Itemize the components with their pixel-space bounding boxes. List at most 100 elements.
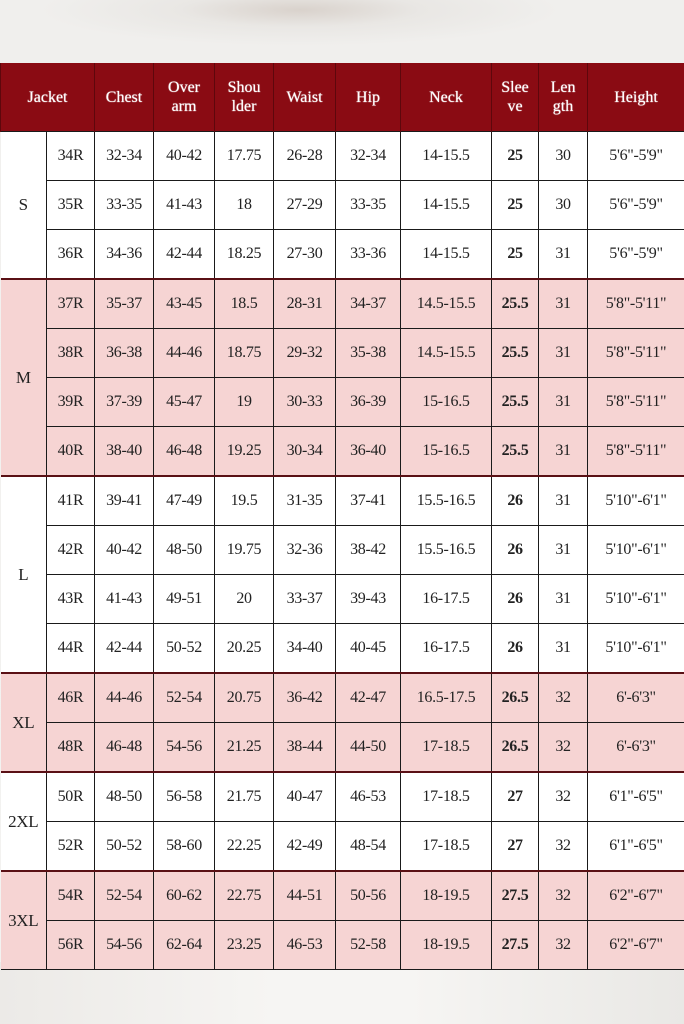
cell-waist: 40-47: [273, 771, 337, 822]
cell-waist: 30-33: [273, 377, 337, 427]
cell-length: 30: [538, 180, 589, 230]
cell-shoulder: 19.25: [214, 426, 275, 477]
table-row: 42R 40-42 48-50 19.75 32-36 38-42 15.5-16.5 26 3…: [1, 525, 684, 575]
column-header-shoulder: Shou lder: [214, 63, 275, 132]
table-row: XL 46R 44-46 52-54 20.75 36-42 42-47 16.5-17.5 2…: [0, 672, 684, 773]
cell-sleeve: 26.5: [491, 722, 540, 773]
cell-shoulder: 18: [214, 180, 275, 230]
cell-hip: 35-38: [335, 328, 402, 378]
cell-over-arm: 62-64: [153, 920, 216, 970]
cell-chest: 35-37: [94, 278, 155, 329]
column-header-sleeve: Slee ve: [491, 63, 540, 132]
cell-over-arm: 42-44: [153, 229, 216, 280]
cell-waist: 46-53: [273, 920, 337, 970]
jacket-size-cell: 34R: [45, 131, 96, 181]
background-photo-bottom: [0, 962, 684, 1024]
cell-sleeve: 26: [491, 475, 540, 526]
cell-over-arm: 49-51: [153, 574, 216, 624]
cell-waist: 27-29: [273, 180, 337, 230]
cell-length: 31: [538, 328, 589, 378]
table-row: 44R 42-44 50-52 20.25 34-40 40-45 16-17.5 26 31 5…: [1, 623, 684, 674]
cell-neck: 16-17.5: [400, 574, 493, 624]
cell-chest: 48-50: [94, 771, 155, 822]
table-row: 40R 38-40 46-48 19.25 30-34 36-40 15-16.5 25.5 3…: [1, 426, 684, 477]
cell-neck: 14-15.5: [400, 131, 493, 181]
cell-shoulder: 23.25: [214, 920, 275, 970]
table-row: 39R 37-39 45-47 19 30-33 36-39 15-16.5 25.5 31 5'…: [1, 377, 684, 427]
jacket-size-cell: 37R: [45, 278, 96, 329]
table-row: 56R 54-56 62-64 23.25 46-53 52-58 18-19.5 27.5 3…: [1, 920, 684, 970]
cell-over-arm: 40-42: [153, 131, 216, 181]
cell-chest: 34-36: [94, 229, 155, 280]
cell-waist: 33-37: [273, 574, 337, 624]
cell-height: 5'6"-5'9": [587, 131, 684, 181]
table-row: 43R 41-43 49-51 20 33-37 39-43 16-17.5 26 31 5'10…: [1, 574, 684, 624]
cell-waist: 32-36: [273, 525, 337, 575]
cell-length: 32: [538, 870, 589, 921]
cell-waist: 42-49: [273, 821, 337, 872]
size-group-label: S: [0, 131, 47, 280]
cell-over-arm: 58-60: [153, 821, 216, 872]
cell-sleeve: 25.5: [491, 278, 540, 329]
cell-shoulder: 18.25: [214, 229, 275, 280]
cell-chest: 33-35: [94, 180, 155, 230]
jacket-size-cell: 42R: [45, 525, 96, 575]
cell-height: 5'10"-6'1": [587, 475, 684, 526]
table-row: L 41R 39-41 47-49 19.5 31-35 37-41 15.5-16.5 26 3…: [0, 475, 684, 674]
cell-length: 32: [538, 920, 589, 970]
cell-chest: 38-40: [94, 426, 155, 477]
cell-shoulder: 22.75: [214, 870, 275, 921]
table-header: Jacket Chest Over arm Shou lder Waist Hip Neck…: [0, 63, 684, 132]
cell-sleeve: 26: [491, 525, 540, 575]
cell-shoulder: 19.75: [214, 525, 275, 575]
jacket-size-cell: 44R: [45, 623, 96, 674]
cell-sleeve: 27: [491, 771, 540, 822]
cell-hip: 36-40: [335, 426, 402, 477]
cell-hip: 44-50: [335, 722, 402, 773]
cell-height: 6'2"-6'7": [587, 870, 684, 921]
jacket-size-cell: 39R: [45, 377, 96, 427]
cell-height: 6'2"-6'7": [587, 920, 684, 970]
cell-height: 5'10"-6'1": [587, 574, 684, 624]
cell-waist: 44-51: [273, 870, 337, 921]
cell-over-arm: 41-43: [153, 180, 216, 230]
cell-shoulder: 20.25: [214, 623, 275, 674]
cell-height: 5'6"-5'9": [587, 229, 684, 280]
cell-neck: 15-16.5: [400, 377, 493, 427]
cell-height: 5'10"-6'1": [587, 525, 684, 575]
cell-sleeve: 26: [491, 574, 540, 624]
cell-neck: 18-19.5: [400, 870, 493, 921]
cell-hip: 33-35: [335, 180, 402, 230]
cell-hip: 50-56: [335, 870, 402, 921]
jacket-size-cell: 38R: [45, 328, 96, 378]
size-group-label: XL: [0, 672, 47, 773]
cell-over-arm: 54-56: [153, 722, 216, 773]
table-body: S 34R 32-34 40-42 17.75 26-28 32-34 14-15.5 25 30…: [0, 131, 684, 970]
cell-shoulder: 21.25: [214, 722, 275, 773]
cell-hip: 46-53: [335, 771, 402, 822]
cell-hip: 52-58: [335, 920, 402, 970]
cell-neck: 17-18.5: [400, 821, 493, 872]
table-row: M 37R 35-37 43-45 18.5 28-31 34-37 14.5-15.5 25.…: [0, 278, 684, 477]
cell-neck: 14.5-15.5: [400, 328, 493, 378]
cell-waist: 36-42: [273, 672, 337, 723]
cell-chest: 40-42: [94, 525, 155, 575]
cell-height: 5'10"-6'1": [587, 623, 684, 674]
table-row: 3XL 54R 52-54 60-62 22.75 44-51 50-56 18-19.5 27…: [0, 870, 684, 970]
cell-waist: 34-40: [273, 623, 337, 674]
cell-neck: 18-19.5: [400, 920, 493, 970]
cell-sleeve: 25.5: [491, 377, 540, 427]
cell-chest: 36-38: [94, 328, 155, 378]
size-group-label: 3XL: [0, 870, 47, 970]
cell-hip: 32-34: [335, 131, 402, 181]
cell-over-arm: 45-47: [153, 377, 216, 427]
cell-waist: 38-44: [273, 722, 337, 773]
cell-sleeve: 27: [491, 821, 540, 872]
cell-shoulder: 17.75: [214, 131, 275, 181]
cell-neck: 14-15.5: [400, 229, 493, 280]
size-group-label: M: [0, 278, 47, 477]
jacket-size-cell: 36R: [45, 229, 96, 280]
cell-hip: 33-36: [335, 229, 402, 280]
cell-length: 31: [538, 475, 589, 526]
cell-waist: 31-35: [273, 475, 337, 526]
